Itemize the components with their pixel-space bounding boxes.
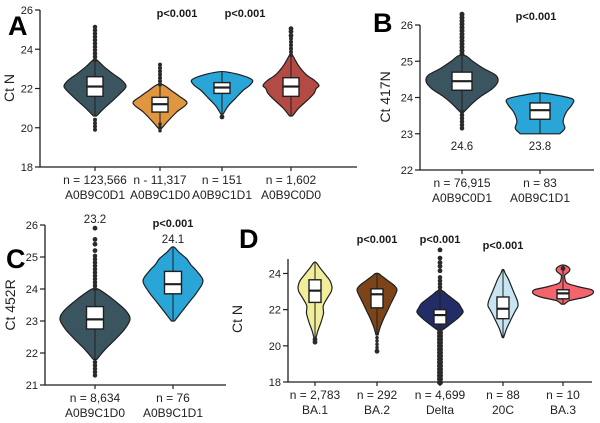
- outlier-dot: [437, 247, 443, 253]
- y-axis-title: Ct 417N: [377, 71, 393, 122]
- n-label: n = 76,915: [433, 176, 490, 190]
- outlier-dot: [92, 241, 98, 247]
- group-label: A0B9C0D1: [432, 191, 492, 205]
- n-label: n = 8,634: [70, 391, 121, 405]
- p-value-annotation: p<0.001: [357, 234, 398, 246]
- n-label: n = 292: [357, 388, 398, 402]
- median-value-annotation: 24.6: [451, 141, 473, 153]
- y-axis-title: Ct N: [232, 305, 245, 333]
- panel-letter: A: [8, 11, 28, 41]
- y-tick-label: 22: [401, 165, 413, 177]
- p-value-annotation: p<0.001: [516, 11, 557, 23]
- median-value-annotation: 24.1: [162, 234, 184, 246]
- outlier-dot: [219, 114, 225, 120]
- group-label: BA.3: [550, 403, 576, 417]
- y-tick-label: 23: [26, 316, 38, 328]
- group-label: A0B9C0D1: [65, 188, 125, 202]
- n-label: n = 83: [523, 176, 557, 190]
- panel-letter: B: [373, 8, 393, 38]
- box-plot: [85, 305, 105, 330]
- outlier-dot: [560, 266, 566, 271]
- outlier-dot: [437, 255, 443, 261]
- y-tick-label: 18: [21, 162, 33, 174]
- outlier-dot: [312, 339, 318, 345]
- y-axis-title: Ct N: [1, 74, 17, 102]
- y-tick-label: 25: [26, 252, 38, 264]
- n-label: n = 88: [486, 388, 520, 402]
- outlier-dot: [374, 348, 380, 354]
- group-label: A0B9C1D1: [510, 191, 570, 205]
- y-tick-label: 21: [26, 380, 38, 392]
- y-tick-label: 26: [21, 5, 33, 17]
- p-value-annotation: p<0.001: [157, 8, 198, 20]
- y-tick-label: 23: [401, 129, 413, 141]
- n-label: n - 11,317: [133, 173, 186, 187]
- outlier-dot: [92, 248, 98, 253]
- n-label: n = 10: [546, 388, 580, 402]
- outlier-dot: [288, 26, 294, 32]
- group-label: A0B9C1D1: [192, 188, 252, 202]
- n-label: n = 1,602: [266, 173, 317, 187]
- y-tick-label: 22: [26, 348, 38, 360]
- y-tick-label: 20: [269, 341, 281, 353]
- outlier-dot: [437, 260, 443, 266]
- y-tick-label: 24: [401, 93, 413, 105]
- panel-letter: D: [239, 224, 259, 254]
- box-plot: [370, 288, 384, 309]
- y-tick-label: 24: [21, 44, 33, 56]
- outlier-dot: [288, 33, 294, 38]
- median-value-annotation: 23.8: [529, 141, 551, 153]
- panel-letter: C: [6, 244, 26, 274]
- group-label: A0B9C1D0: [130, 188, 190, 202]
- box-plot: [433, 308, 447, 325]
- outlier-dot: [437, 263, 443, 269]
- p-value-annotation: p<0.001: [225, 8, 266, 20]
- y-tick-label: 26: [401, 20, 413, 32]
- n-label: n = 4,699: [415, 388, 466, 402]
- y-tick-label: 26: [26, 220, 38, 232]
- group-label: A0B9C1D1: [143, 406, 203, 420]
- outlier-dot: [437, 268, 443, 274]
- outlier-dot: [92, 225, 98, 231]
- p-value-annotation: p<0.001: [483, 240, 524, 252]
- y-tick-label: 22: [21, 84, 33, 96]
- y-tick-label: 20: [21, 123, 33, 135]
- y-tick-label: 25: [401, 56, 413, 68]
- n-label: n = 76: [156, 391, 190, 405]
- p-value-annotation: p<0.001: [420, 234, 461, 246]
- y-tick-label: 22: [269, 305, 281, 317]
- n-label: n = 123,566: [63, 173, 127, 187]
- y-tick-label: 24: [269, 268, 281, 280]
- group-label: A0B9C0D0: [261, 188, 321, 202]
- box-plot: [163, 270, 183, 295]
- group-label: A0B9C1D0: [65, 406, 125, 420]
- outlier-dot: [92, 237, 98, 242]
- y-axis-title: Ct 452R: [2, 279, 18, 330]
- group-label: Delta: [426, 403, 454, 417]
- y-tick-label: 18: [269, 377, 281, 389]
- y-tick-label: 24: [26, 284, 38, 296]
- group-label: 20C: [492, 403, 514, 417]
- n-label: n = 2,783: [290, 388, 341, 402]
- group-label: BA.1: [302, 403, 328, 417]
- median-value-annotation: 23.2: [84, 214, 106, 226]
- n-label: n = 151: [202, 173, 243, 187]
- p-value-annotation: p<0.001: [153, 218, 194, 230]
- group-label: BA.2: [364, 403, 390, 417]
